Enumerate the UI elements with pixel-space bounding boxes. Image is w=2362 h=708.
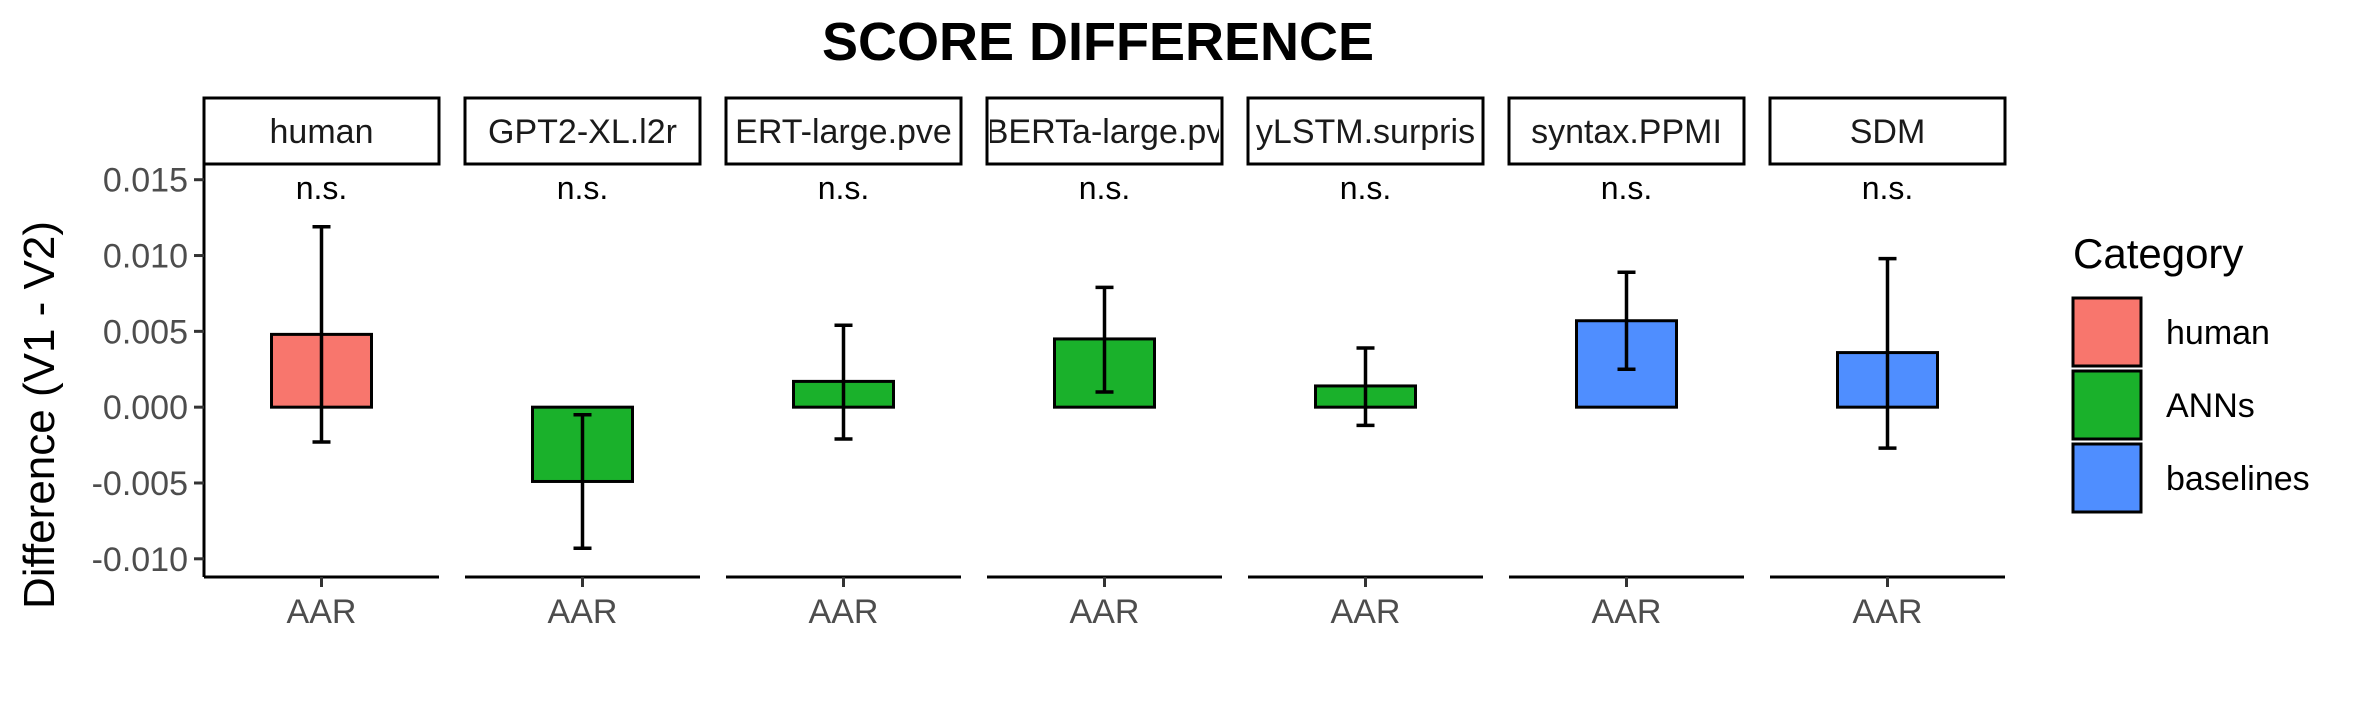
facet-strip-label: ERT-large.pve [735,113,952,151]
legend-key [2071,369,2143,441]
facet-panel: BERTa-large.pv AAR n.s. [985,96,1224,631]
legend-key [2071,296,2143,368]
facet-panel: ERT-large.pve AAR n.s. [724,96,963,631]
facet-panel: yLSTM.surpris AAR n.s. [1246,96,1485,631]
x-tick-label: AAR [1331,593,1401,631]
x-tick-label: AAR [1592,593,1662,631]
facet-panel: GPT2-XL.l2r AAR n.s. [463,96,702,631]
facet-strip [463,96,702,166]
facet-strip [1768,96,2007,166]
y-tick-label: 0.005 [103,313,188,351]
facet-strip [724,96,963,166]
y-tick-label: 0.000 [103,389,188,427]
facet-strip-label: human [270,113,374,151]
legend: Category human ANNs baselines [2071,230,2310,514]
facet-panel: SDM AAR n.s. [1768,96,2007,631]
legend-label: human [2166,314,2270,352]
facet-strip-label: syntax.PPMI [1531,113,1722,151]
chart-title: SCORE DIFFERENCE [822,12,1374,72]
x-tick-label: AAR [1853,593,1923,631]
legend-label: baselines [2166,460,2310,498]
facet-strip-label: BERTa-large.pv [986,113,1224,151]
x-tick-label: AAR [287,593,357,631]
facet-panels: humanAARn.s.GPT2-XL.l2rAARn.s.ERT-large.… [202,96,2007,631]
y-tick-label: -0.005 [92,465,188,503]
significance-label: n.s. [818,170,870,206]
y-axis-label: Difference (V1 - V2) [15,221,64,609]
facet-strip-label: yLSTM.surpris [1256,113,1475,151]
facet-panel: syntax.PPMI AAR n.s. [1507,96,1746,631]
legend-label: ANNs [2166,387,2255,425]
significance-label: n.s. [1340,170,1392,206]
y-tick-label: -0.010 [92,541,188,579]
significance-label: n.s. [557,170,609,206]
x-tick-label: AAR [548,593,618,631]
x-tick-label: AAR [1070,593,1140,631]
legend-key [2071,442,2143,514]
legend-title: Category [2073,230,2243,277]
y-tick-label: 0.010 [103,238,188,276]
facet-strip [985,96,1224,166]
significance-label: n.s. [1862,170,1914,206]
facet-strip [1507,96,1746,166]
significance-label: n.s. [296,170,348,206]
y-tick-label: 0.015 [103,162,188,200]
facet-strip [202,96,441,166]
significance-label: n.s. [1601,170,1653,206]
x-tick-label: AAR [809,593,879,631]
facet-strip-label: GPT2-XL.l2r [488,113,677,151]
facet-strip [1246,96,1485,166]
facet-panel: human AAR n.s. [202,96,441,631]
significance-label: n.s. [1079,170,1131,206]
facet-strip-label: SDM [1850,113,1926,151]
y-axis: -0.010 -0.005 0.000 0.005 0.010 0.015 [92,160,206,579]
